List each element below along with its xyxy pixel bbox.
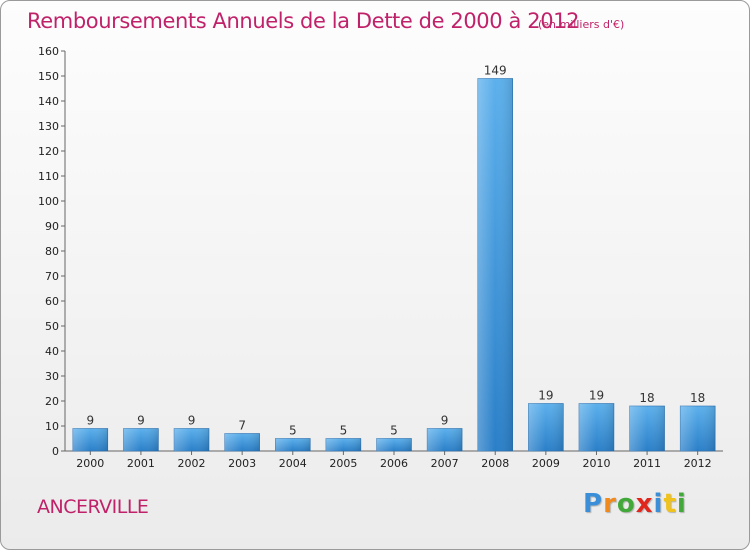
x-tick-label: 2011: [633, 457, 661, 470]
y-tick-label: 130: [38, 120, 59, 133]
logo-letter: x: [635, 489, 654, 519]
bar-shade-2005: [325, 438, 361, 451]
data-labels: 9 9 9 7 5 5 5 9 149 19 19 18 18: [86, 64, 705, 438]
y-tick-label: 140: [38, 95, 59, 108]
bar-shade-2009: [528, 403, 564, 451]
bar-shade-2002: [174, 428, 210, 451]
bar-shade-2004: [275, 438, 311, 451]
x-tick-label: 2003: [228, 457, 256, 470]
y-tick-label: 110: [38, 170, 59, 183]
data-label: 18: [690, 391, 705, 405]
data-label: 9: [86, 414, 94, 428]
x-tick-label: 2001: [127, 457, 155, 470]
x-tick-label: 2002: [178, 457, 206, 470]
bar-shade-2001: [123, 428, 159, 451]
chart-subtitle: (en milliers d'€): [538, 18, 625, 31]
bar-shade-2011: [629, 406, 665, 451]
y-tick-label: 30: [45, 370, 59, 383]
logo-letter: i: [676, 489, 687, 519]
bar-shade-2007: [427, 428, 463, 451]
x-tick-label: 2007: [431, 457, 459, 470]
x-tick-label: 2009: [532, 457, 560, 470]
bar-shade-2010: [578, 403, 614, 451]
bar-shade-2003: [224, 433, 260, 451]
data-label: 19: [589, 389, 604, 403]
x-tick-label: 2008: [481, 457, 509, 470]
y-tick-label: 100: [38, 195, 59, 208]
data-label: 9: [137, 414, 145, 428]
logo-letter: r: [603, 489, 617, 519]
y-tick-label: 120: [38, 145, 59, 158]
data-label: 9: [188, 414, 196, 428]
data-label: 149: [484, 64, 507, 78]
y-tick-label: 70: [45, 270, 59, 283]
data-label: 19: [538, 389, 553, 403]
data-label: 9: [441, 414, 449, 428]
x-tick-label: 2006: [380, 457, 408, 470]
bar-shade-2006: [376, 438, 412, 451]
data-label: 7: [238, 419, 246, 433]
data-label: 5: [340, 424, 348, 438]
x-tick-label: 2000: [76, 457, 104, 470]
bar-shade-2008: [477, 78, 513, 451]
bar-shade-2000: [72, 428, 108, 451]
axes: 0 10 20 30 40 50 60 70 80 90 100 110 120 130 140 150 160…: [38, 45, 723, 470]
proxiti-logo: Proxiti: [583, 489, 687, 519]
logo-letter: o: [616, 489, 636, 519]
y-tick-label: 10: [45, 420, 59, 433]
y-tick-label: 60: [45, 295, 59, 308]
y-tick-label: 50: [45, 320, 59, 333]
data-label: 5: [289, 424, 297, 438]
y-tick-label: 20: [45, 395, 59, 408]
y-tick-label: 90: [45, 220, 59, 233]
logo-letter: i: [653, 489, 664, 519]
bars: [72, 78, 716, 452]
chart-title: Remboursements Annuels de la Dette de 20…: [27, 9, 580, 33]
data-label: 18: [639, 391, 654, 405]
x-tick-label: 2012: [684, 457, 712, 470]
y-tick-label: 160: [38, 45, 59, 58]
x-tick-label: 2005: [329, 457, 357, 470]
y-tick-label: 40: [45, 345, 59, 358]
y-tick-label: 150: [38, 70, 59, 83]
x-tick-label: 2010: [582, 457, 610, 470]
bar-shade-2012: [680, 406, 716, 451]
y-tick-label: 0: [52, 445, 59, 458]
data-label: 5: [390, 424, 398, 438]
place-name: ANCERVILLE: [37, 496, 149, 518]
logo-letter: t: [663, 489, 677, 519]
x-tick-label: 2004: [279, 457, 307, 470]
logo-letter: P: [583, 489, 604, 519]
y-tick-label: 80: [45, 245, 59, 258]
